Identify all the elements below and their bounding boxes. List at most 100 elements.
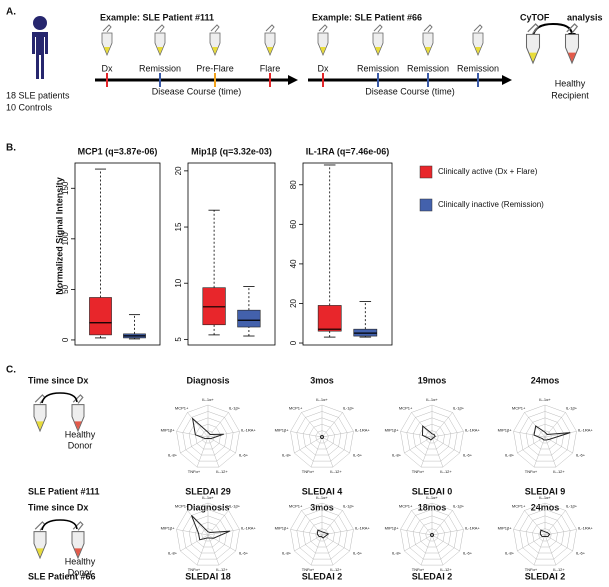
spoke — [533, 436, 546, 468]
grid-ring — [419, 423, 445, 450]
population: 18 SLE patients — [6, 90, 70, 100]
axis-label: MCP1+ — [175, 406, 189, 411]
grid-ring — [425, 528, 439, 542]
axis-label: IL-1β+ — [566, 504, 578, 509]
spoke — [301, 510, 323, 536]
box — [89, 297, 112, 336]
grid-ring — [513, 502, 577, 566]
sledai-label: SLEDAI 18 — [185, 571, 231, 581]
axis-label: MIP1β+ — [275, 526, 290, 531]
tube-body — [472, 32, 484, 57]
spoke — [176, 529, 209, 536]
axis-label: MCP1+ — [175, 504, 189, 509]
tube-body — [564, 33, 580, 65]
spoke — [310, 534, 323, 566]
y-tick-label: 60 — [289, 219, 298, 228]
spoke — [533, 534, 546, 566]
axis-label: IL-6+ — [353, 551, 363, 556]
spoke — [400, 529, 433, 536]
spoke — [411, 510, 433, 536]
spoke — [180, 436, 209, 454]
spoke — [544, 534, 557, 566]
box — [317, 305, 342, 332]
grid-ring — [412, 515, 452, 554]
timepoint-title: 24mos — [531, 375, 560, 385]
spoke — [431, 412, 453, 438]
tube-icon — [71, 521, 85, 560]
event-label: Pre-Flare — [196, 63, 234, 73]
axis-label: IL-1α+ — [202, 495, 214, 500]
spoke — [544, 510, 566, 536]
tube-icon — [372, 24, 384, 57]
arrowhead — [502, 75, 512, 85]
axis-label: IL-8+ — [168, 551, 178, 556]
axis-label: TNFα+ — [188, 567, 201, 572]
grid-ring — [296, 411, 348, 462]
axis-label: IL-12+ — [553, 567, 565, 572]
cytof-title: analysis — [567, 12, 603, 22]
axis-label: IL-1β+ — [229, 406, 241, 411]
grid-ring — [406, 509, 458, 560]
sledai-label: SLEDAI 29 — [185, 486, 231, 496]
tube-liquid — [425, 47, 431, 54]
tube-icon — [101, 24, 113, 57]
axis-label: MCP1+ — [399, 406, 413, 411]
grid-ring — [419, 521, 445, 548]
population: 10 Controls — [6, 102, 53, 112]
grid-ring — [182, 509, 234, 560]
axis-label: IL-6+ — [463, 453, 473, 458]
axis-label: MCP1+ — [399, 504, 413, 509]
axis-label: IL-8+ — [392, 551, 402, 556]
grid-ring — [525, 515, 565, 554]
radar-shape — [319, 434, 325, 439]
axis-label: IL-1α+ — [202, 397, 214, 402]
spoke — [321, 529, 354, 536]
axis-label: IL-1RA+ — [355, 428, 370, 433]
axis-label: MCP1+ — [289, 504, 303, 509]
time-label: Time since Dx — [28, 502, 88, 512]
sledai-label: SLEDAI 2 — [412, 571, 453, 581]
axis-label: IL-1α+ — [426, 397, 438, 402]
spoke — [544, 534, 573, 552]
axis-label: MCP1+ — [512, 406, 526, 411]
event-label: Remission — [407, 63, 449, 73]
tube-cap — [423, 24, 433, 33]
axis-label: TNFα+ — [412, 567, 425, 572]
grid-ring — [315, 528, 329, 542]
spoke — [310, 436, 323, 468]
sledai-label: SLEDAI 9 — [525, 486, 566, 496]
grid-ring — [519, 411, 571, 462]
event-label: Flare — [260, 63, 281, 73]
spoke — [180, 534, 209, 552]
tube-body — [33, 531, 47, 560]
axis-label: IL-12+ — [330, 567, 342, 572]
axis-label: IL-6+ — [353, 453, 363, 458]
spoke — [321, 510, 343, 536]
spoke — [404, 534, 433, 552]
event-label: Dx — [102, 63, 113, 73]
axis-label: IL-1RA+ — [465, 526, 480, 531]
panel-label: A. — [6, 7, 16, 18]
axis-label: IL-1RA+ — [355, 526, 370, 531]
tube-liquid — [568, 52, 576, 62]
grid-ring — [400, 502, 464, 566]
grid-ring — [188, 417, 228, 456]
axis-label: IL-1α+ — [539, 495, 551, 500]
legend-swatch — [419, 165, 433, 179]
grid-ring — [188, 515, 228, 554]
y-tick-label: 40 — [289, 259, 298, 268]
sledai-label: SLEDAI 2 — [525, 571, 566, 581]
panel-label: C. — [6, 365, 16, 376]
donor-label: Healthy — [65, 556, 96, 566]
axis-label: MIP1β+ — [161, 526, 176, 531]
event-label: Remission — [357, 63, 399, 73]
spoke — [294, 534, 323, 552]
spoke — [207, 436, 236, 454]
spoke — [290, 529, 323, 536]
spoke — [187, 510, 209, 536]
axis-label: IL-6+ — [239, 551, 249, 556]
axis-label: MCP1+ — [289, 406, 303, 411]
patient-label: SLE Patient #66 — [28, 571, 96, 581]
radar-shape — [421, 424, 436, 441]
